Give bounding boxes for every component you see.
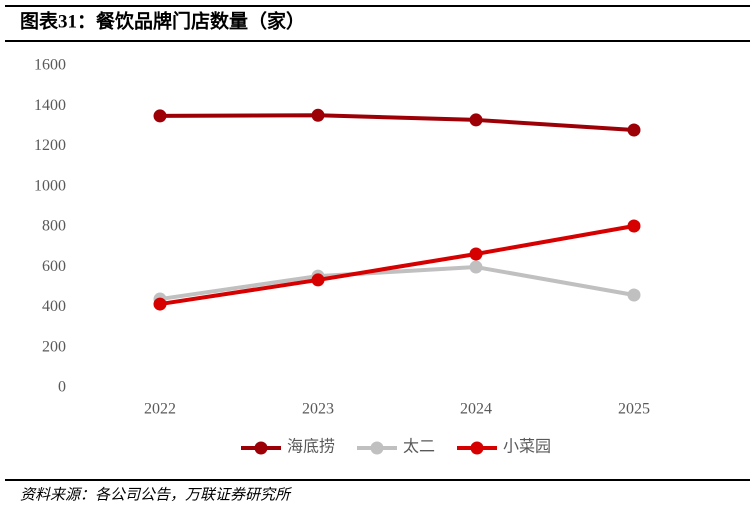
x-tick-label: 2023: [302, 401, 334, 418]
y-tick-label: 1400: [34, 97, 66, 114]
y-tick-label: 1200: [34, 137, 66, 154]
y-tick-label: 200: [42, 338, 66, 355]
x-tick-label: 2022: [144, 401, 176, 418]
series-line: [159, 265, 635, 302]
legend-marker: [254, 441, 268, 455]
legend-marker: [470, 441, 484, 455]
point: [469, 113, 483, 127]
x-tick-label: 2024: [460, 401, 492, 418]
y-tick-label: 800: [42, 218, 66, 235]
point: [627, 123, 641, 137]
point: [311, 273, 325, 287]
figure-title: 图表31：餐饮品牌门店数量（家）: [20, 9, 305, 32]
series-line: [159, 113, 635, 132]
legend-marker: [370, 441, 384, 455]
point: [627, 219, 641, 233]
y-tick-label: 1600: [34, 57, 66, 74]
legend-label: 太二: [403, 438, 435, 456]
point: [469, 260, 483, 274]
point: [627, 288, 641, 302]
chart: 0 200 400 600 800 1000 1200 1400 1600 2022 2023 202…: [34, 57, 650, 456]
point: [153, 297, 167, 311]
x-tick-label: 2025: [618, 401, 650, 418]
y-tick-label: 0: [58, 379, 66, 396]
y-tick-label: 400: [42, 298, 66, 315]
y-tick-label: 600: [42, 258, 66, 275]
series-line: [159, 224, 635, 307]
legend-label: 海底捞: [287, 438, 335, 456]
y-tick-label: 1000: [34, 177, 66, 194]
point: [311, 108, 325, 122]
source-note: 资料来源：各公司公告，万联证券研究所: [20, 486, 292, 503]
point: [153, 109, 167, 123]
legend-label: 小菜园: [503, 438, 551, 456]
point: [469, 247, 483, 261]
